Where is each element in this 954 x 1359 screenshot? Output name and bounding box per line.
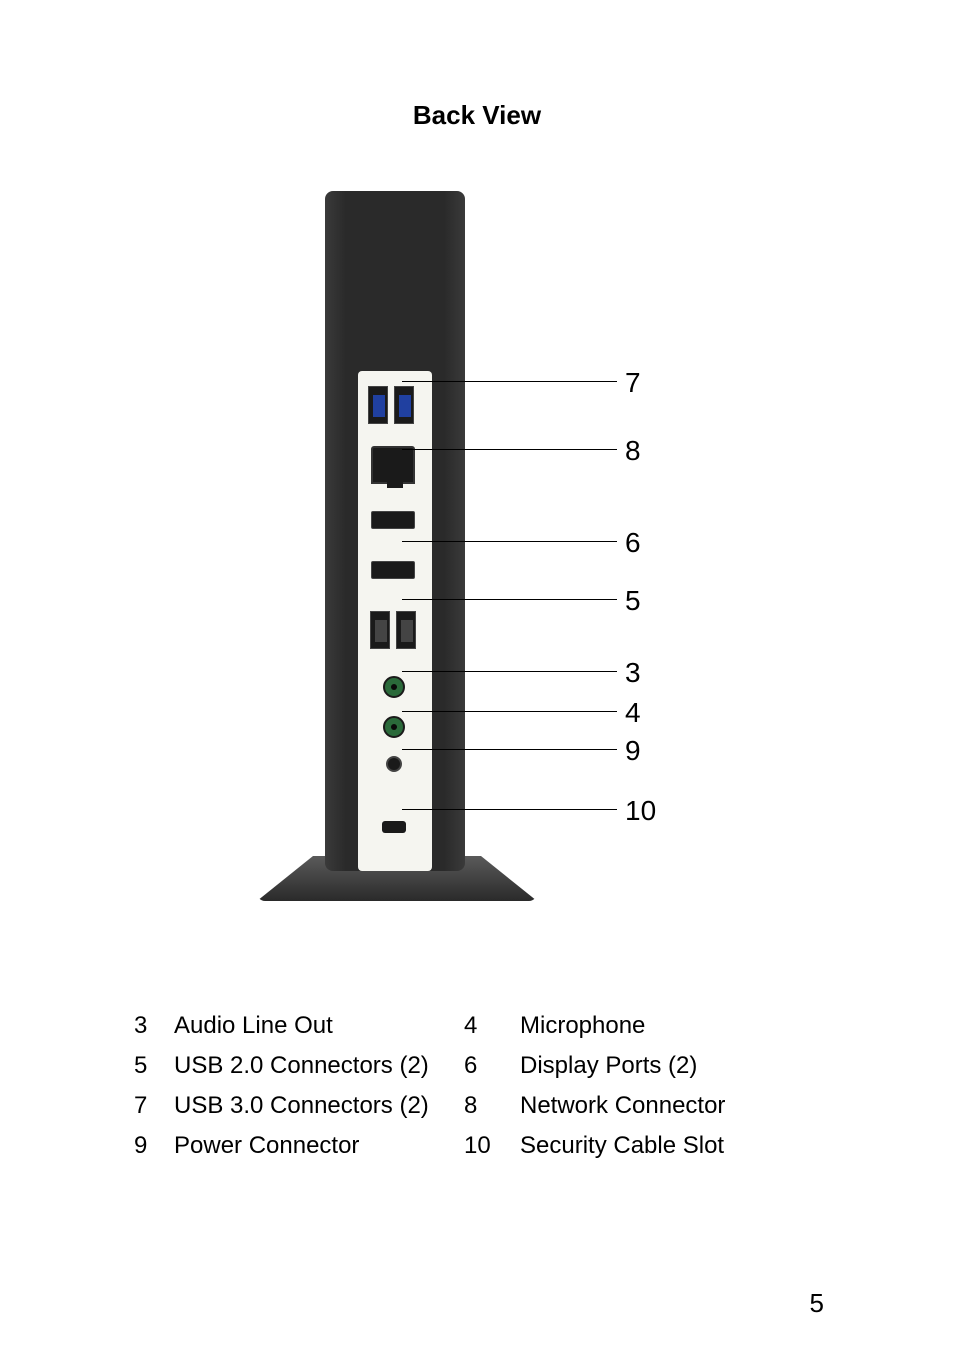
callout-line — [402, 449, 617, 450]
callout-line — [402, 599, 617, 600]
usb3-port-icon — [394, 386, 414, 424]
callout-line — [402, 541, 617, 542]
device-body — [325, 191, 465, 871]
display-port-icon — [371, 561, 415, 579]
callout-line — [402, 671, 617, 672]
callout-number-9: 9 — [625, 735, 641, 767]
legend-num: 6 — [460, 1046, 516, 1086]
table-row: 9 Power Connector 10 Security Cable Slot — [130, 1126, 824, 1166]
callout-line — [402, 711, 617, 712]
callout-number-3: 3 — [625, 657, 641, 689]
usb2-port-icon — [396, 611, 416, 649]
microphone-jack-icon — [383, 716, 405, 738]
legend-num: 4 — [460, 1006, 516, 1046]
audio-line-out-icon — [383, 676, 405, 698]
legend-label: USB 3.0 Connectors (2) — [170, 1086, 460, 1126]
back-view-diagram: 7 8 6 5 3 4 9 10 — [227, 171, 727, 951]
legend-label: Display Ports (2) — [516, 1046, 824, 1086]
usb2-connectors — [370, 611, 416, 649]
security-cable-slot-icon — [382, 821, 406, 833]
legend-num: 5 — [130, 1046, 170, 1086]
legend-label: USB 2.0 Connectors (2) — [170, 1046, 460, 1086]
callout-line — [402, 749, 617, 750]
legend-label: Microphone — [516, 1006, 824, 1046]
legend-num: 8 — [460, 1086, 516, 1126]
callout-number-10: 10 — [625, 795, 656, 827]
usb3-connectors — [368, 386, 414, 424]
table-row: 7 USB 3.0 Connectors (2) 8 Network Conne… — [130, 1086, 824, 1126]
callout-number-6: 6 — [625, 527, 641, 559]
legend-label: Audio Line Out — [170, 1006, 460, 1046]
legend-num: 3 — [130, 1006, 170, 1046]
legend-num: 10 — [460, 1126, 516, 1166]
callout-number-4: 4 — [625, 697, 641, 729]
table-row: 3 Audio Line Out 4 Microphone — [130, 1006, 824, 1046]
display-port-icon — [371, 511, 415, 529]
page-number: 5 — [810, 1288, 824, 1319]
network-connector-icon — [371, 446, 415, 484]
callout-number-7: 7 — [625, 367, 641, 399]
callout-line — [402, 809, 617, 810]
legend-label: Security Cable Slot — [516, 1126, 824, 1166]
legend-num: 9 — [130, 1126, 170, 1166]
page-title: Back View — [130, 100, 824, 131]
legend-label: Power Connector — [170, 1126, 460, 1166]
power-connector-icon — [386, 756, 402, 772]
usb2-port-icon — [370, 611, 390, 649]
callout-number-5: 5 — [625, 585, 641, 617]
legend-table: 3 Audio Line Out 4 Microphone 5 USB 2.0 … — [130, 1006, 824, 1166]
legend-label: Network Connector — [516, 1086, 824, 1126]
callout-line — [402, 381, 617, 382]
legend-num: 7 — [130, 1086, 170, 1126]
table-row: 5 USB 2.0 Connectors (2) 6 Display Ports… — [130, 1046, 824, 1086]
callout-number-8: 8 — [625, 435, 641, 467]
usb3-port-icon — [368, 386, 388, 424]
rear-io-panel — [358, 371, 432, 871]
